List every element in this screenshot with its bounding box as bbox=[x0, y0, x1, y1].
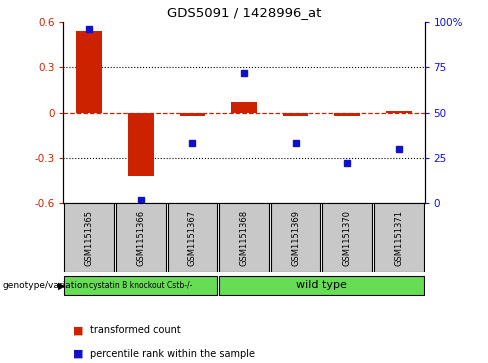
Text: ▶: ▶ bbox=[58, 280, 65, 290]
Bar bbox=[64, 203, 114, 272]
Text: ■: ■ bbox=[73, 325, 84, 335]
Bar bbox=[128, 113, 154, 176]
Text: wild type: wild type bbox=[296, 280, 347, 290]
Text: GSM1151365: GSM1151365 bbox=[85, 210, 94, 266]
Bar bbox=[231, 102, 257, 113]
Bar bbox=[323, 203, 372, 272]
Bar bbox=[180, 113, 205, 115]
Bar bbox=[386, 111, 412, 113]
Bar bbox=[374, 203, 424, 272]
Bar bbox=[168, 203, 217, 272]
Bar bbox=[271, 203, 320, 272]
Title: GDS5091 / 1428996_at: GDS5091 / 1428996_at bbox=[167, 6, 321, 19]
Text: GSM1151366: GSM1151366 bbox=[136, 210, 145, 266]
Text: GSM1151369: GSM1151369 bbox=[291, 210, 300, 266]
Text: transformed count: transformed count bbox=[90, 325, 181, 335]
Text: GSM1151370: GSM1151370 bbox=[343, 210, 352, 266]
Text: genotype/variation: genotype/variation bbox=[2, 281, 89, 290]
Bar bbox=[64, 276, 217, 295]
Bar bbox=[219, 276, 424, 295]
Text: GSM1151368: GSM1151368 bbox=[240, 210, 248, 266]
Bar bbox=[76, 31, 102, 113]
Bar bbox=[283, 113, 308, 115]
Text: ■: ■ bbox=[73, 349, 84, 359]
Text: GSM1151371: GSM1151371 bbox=[394, 210, 403, 266]
Text: percentile rank within the sample: percentile rank within the sample bbox=[90, 349, 255, 359]
Text: GSM1151367: GSM1151367 bbox=[188, 210, 197, 266]
Bar bbox=[334, 113, 360, 115]
Bar bbox=[116, 203, 165, 272]
Bar bbox=[219, 203, 269, 272]
Text: cystatin B knockout Cstb-/-: cystatin B knockout Cstb-/- bbox=[89, 281, 192, 290]
